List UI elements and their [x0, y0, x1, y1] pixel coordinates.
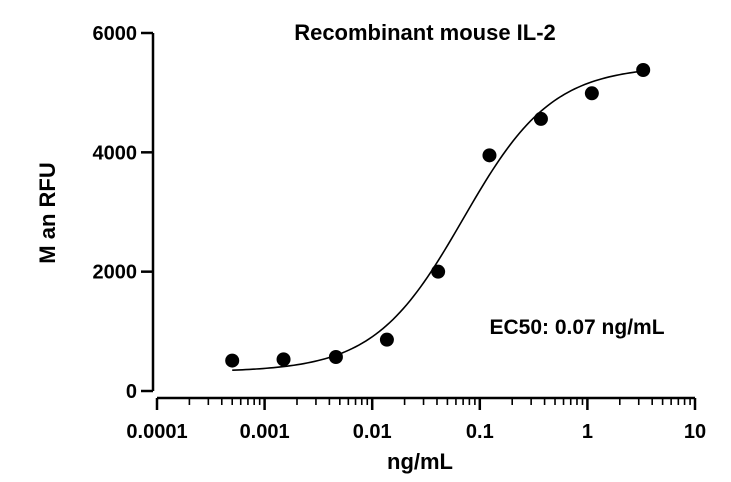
x-axis-title: ng/mL — [387, 449, 453, 474]
data-point — [328, 349, 343, 364]
y-tick-label: 6000 — [93, 23, 138, 45]
x-tick-label: 0.001 — [240, 421, 290, 443]
ec50-annotation: EC50: 0.07 ng/mL — [489, 316, 664, 339]
data-point — [636, 62, 651, 77]
data-point — [482, 148, 497, 163]
y-axis-title: M an RFU — [35, 162, 60, 263]
x-tick-label: 0.1 — [466, 421, 494, 443]
plot-area — [225, 62, 651, 372]
data-point — [431, 264, 446, 279]
x-tick-label: 0.0001 — [126, 421, 187, 443]
x-tick-label: 0.01 — [353, 421, 392, 443]
y-tick-label: 0 — [126, 381, 137, 403]
y-tick-label: 2000 — [93, 262, 138, 284]
data-points — [225, 62, 651, 368]
y-axis-ticks: 0 2000 4000 6000 — [93, 23, 153, 403]
data-point — [276, 352, 291, 367]
data-point — [225, 353, 240, 368]
x-axis-ticks: 0.0001 0.001 0.01 0.1 1 10 — [126, 398, 706, 443]
x-tick-label: 10 — [684, 421, 706, 443]
data-point — [584, 86, 599, 101]
fit-curve — [232, 70, 644, 372]
data-point — [533, 111, 548, 126]
data-point — [379, 332, 394, 347]
y-tick-label: 4000 — [93, 142, 138, 164]
x-tick-label: 1 — [582, 421, 593, 443]
chart-title: Recombinant mouse IL-2 — [294, 20, 556, 45]
